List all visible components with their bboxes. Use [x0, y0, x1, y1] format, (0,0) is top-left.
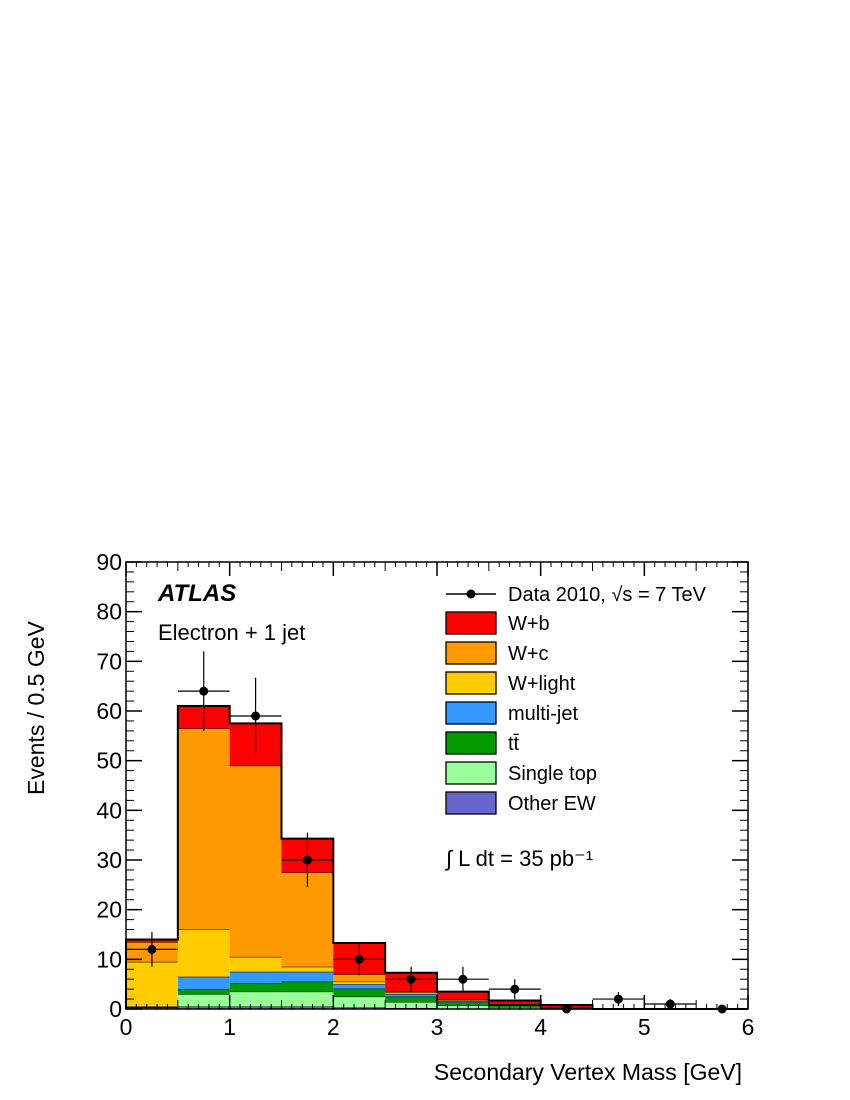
bar-single-top-bin-8: [488, 1007, 541, 1009]
x-tick-label: 6: [742, 1014, 755, 1040]
legend-swatch-single-top: [445, 761, 497, 785]
bar-tt-bin-5: [333, 988, 386, 997]
bar-w-light-bin-5: [333, 981, 386, 985]
legend-swatch-w-c: [445, 641, 497, 665]
y-tick-label: 40: [96, 797, 122, 823]
bar-multi-jet-bin-3: [229, 971, 282, 984]
y-tick-label: 30: [96, 847, 122, 873]
legend-label-other-ew: Other EW: [508, 793, 596, 815]
bar-single-top-bin-5: [333, 996, 386, 1008]
bar-w-light-bin-2: [177, 929, 230, 977]
y-tick-label: 80: [96, 599, 122, 625]
y-axis-label: Events / 0.5 GeV: [23, 620, 49, 795]
bar-w-light-bin-6: [385, 992, 437, 995]
legend-label-w-b: W+b: [508, 613, 550, 635]
legend-label-w-light: W+light: [508, 673, 576, 695]
legend-swatch-other-ew: [445, 791, 497, 815]
bar-tt-bin-8: [488, 1005, 541, 1008]
bar-tt-bin-3: [229, 983, 282, 992]
data-point-6: [406, 974, 416, 984]
y-tick-label: 90: [96, 549, 122, 575]
bar-single-top-bin-3: [229, 991, 282, 1007]
stacked-histogram: [126, 705, 593, 1010]
bar-other-ew-bin-3: [229, 1006, 282, 1009]
bar-w-c-bin-3: [229, 765, 282, 957]
legend-label-tt: tt̄: [508, 733, 520, 755]
bar-w-light-bin-4: [281, 966, 334, 972]
bar-tt-bin-6: [385, 996, 437, 1003]
data-point-2: [199, 686, 209, 696]
bar-tt-bin-2: [177, 989, 230, 995]
bar-multi-jet-bin-6: [385, 994, 437, 997]
x-tick-label: 1: [223, 1014, 236, 1040]
channel-label: Electron + 1 jet: [158, 620, 305, 645]
bar-tt-bin-7: [437, 1002, 489, 1006]
legend-swatch-multi-jet: [445, 701, 497, 725]
bar-w-c-bin-5: [333, 974, 386, 982]
legend-label-single-top: Single top: [508, 763, 597, 785]
legend-swatch-tt: [445, 731, 497, 755]
x-tick-label: 4: [534, 1014, 547, 1040]
x-tick-label: 0: [120, 1014, 133, 1040]
x-axis-label: Secondary Vertex Mass [GeV]: [434, 1059, 742, 1085]
bar-multi-jet-bin-5: [333, 984, 386, 989]
legend-data-marker: [466, 589, 476, 599]
bar-single-top-bin-6: [385, 1002, 437, 1009]
data-point-11: [665, 999, 675, 1009]
legend-swatch-w-b: [445, 611, 497, 635]
x-tick-label: 3: [431, 1014, 444, 1040]
data-point-1: [147, 944, 157, 954]
data-point-10: [613, 994, 623, 1004]
bar-tt-bin-4: [281, 981, 334, 992]
bar-multi-jet-bin-2: [177, 976, 230, 990]
luminosity-label: ∫ L dt = 35 pb⁻¹: [444, 846, 593, 871]
y-tick-label: 70: [96, 648, 122, 674]
bar-w-c-bin-2: [177, 728, 230, 930]
x-tick-label: 2: [327, 1014, 340, 1040]
bar-w-b-bin-7: [437, 991, 489, 1000]
experiment-label: ATLAS: [157, 580, 236, 607]
bar-single-top-bin-2: [177, 994, 230, 1007]
bar-w-light-bin-3: [229, 956, 282, 972]
legend-swatch-w-light: [445, 671, 497, 695]
data-point-4: [302, 855, 312, 865]
bar-other-ew-bin-2: [177, 1006, 230, 1009]
legend-label-multi-jet: multi-jet: [508, 703, 578, 725]
data-point-5: [354, 954, 364, 964]
bar-w-light-bin-1: [126, 961, 178, 1007]
bar-w-b-bin-8: [488, 1000, 541, 1005]
bar-w-c-bin-4: [281, 872, 334, 967]
bar-single-top-bin-7: [437, 1005, 489, 1009]
bar-multi-jet-bin-7: [437, 1001, 489, 1003]
data-point-7: [458, 974, 468, 984]
bar-single-top-bin-4: [281, 991, 334, 1007]
bar-multi-jet-bin-4: [281, 971, 334, 982]
legend-data-label: Data 2010, √s = 7 TeV: [508, 584, 707, 606]
legend: Data 2010, √s = 7 TeV W+b W+c W+light multi…: [444, 584, 707, 871]
x-tick-label: 5: [638, 1014, 651, 1040]
y-tick-label: 10: [96, 946, 122, 972]
y-tick-label: 60: [96, 698, 122, 724]
y-tick-label: 0: [109, 996, 122, 1022]
legend-label-w-c: W+c: [508, 643, 549, 665]
y-tick-label: 20: [96, 897, 122, 923]
y-tick-label: 50: [96, 748, 122, 774]
data-point-8: [510, 984, 520, 994]
bar-other-ew-bin-4: [281, 1006, 334, 1009]
data-point-3: [251, 711, 261, 721]
